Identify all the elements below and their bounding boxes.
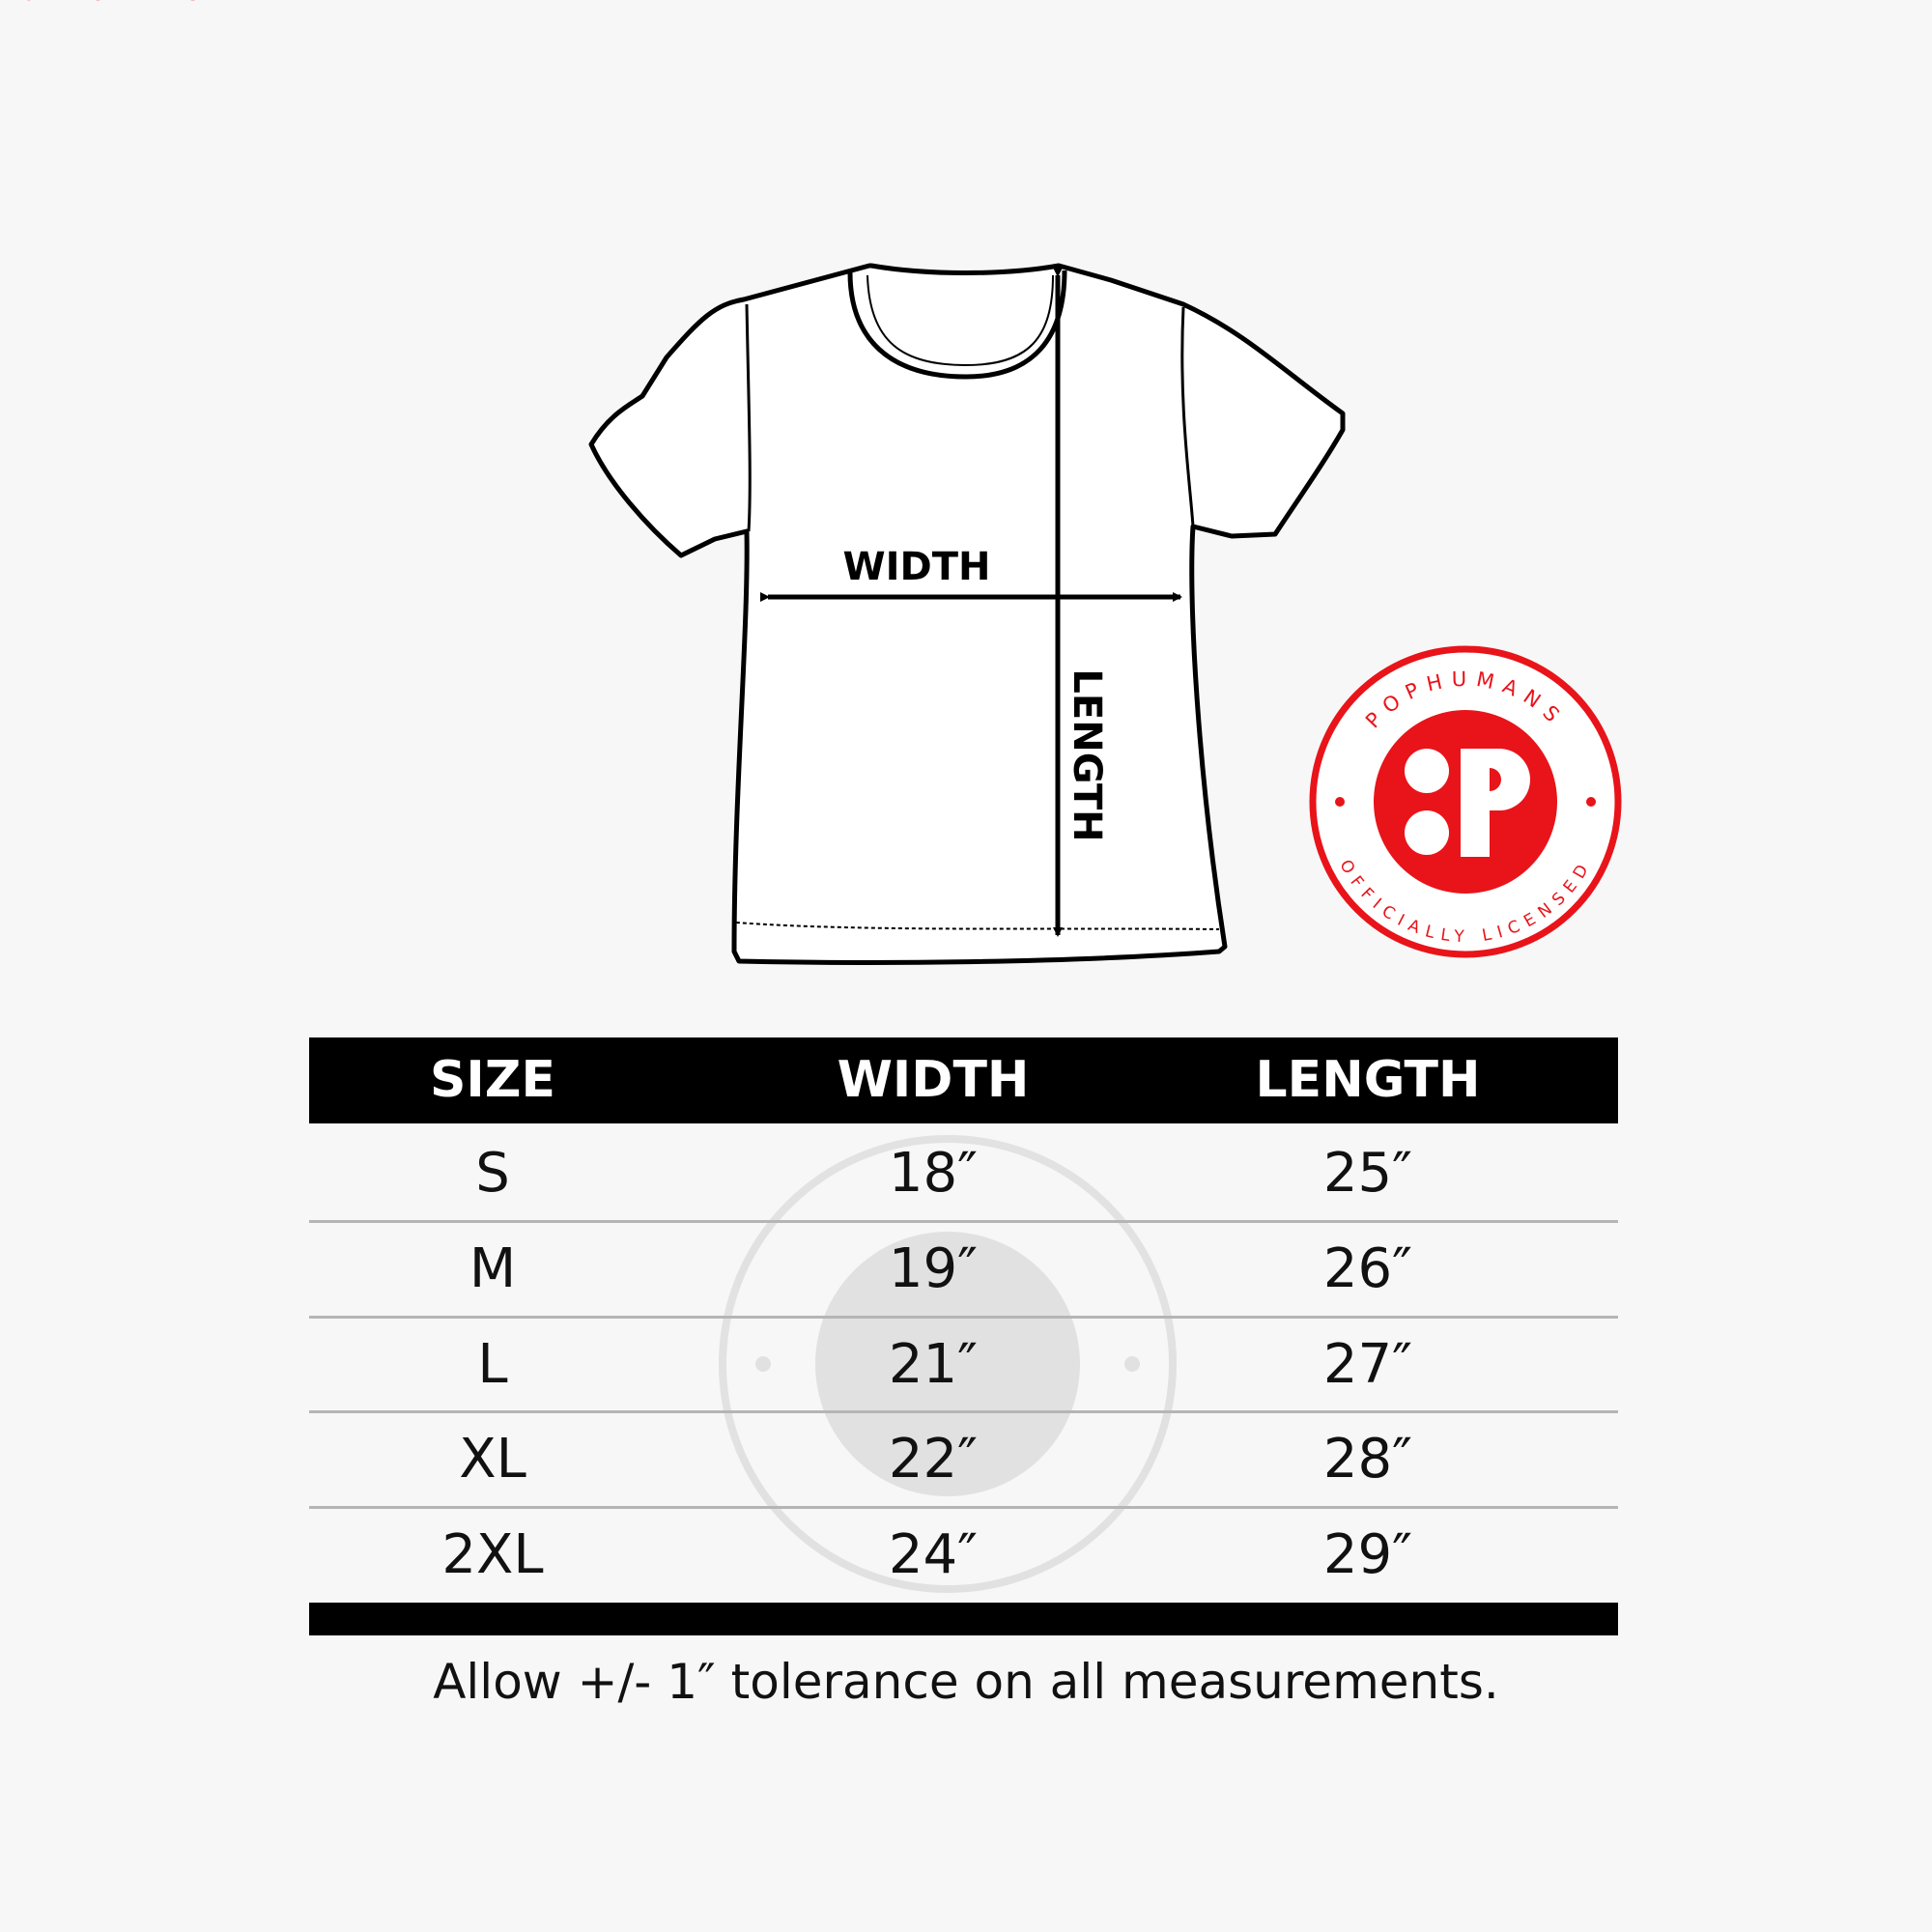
size-cell: 2XL — [441, 1523, 544, 1586]
table-row: L 21″ 27″ — [309, 1318, 1618, 1412]
length-cell: 26″ — [1322, 1237, 1413, 1300]
length-cell: 28″ — [1322, 1428, 1413, 1491]
width-label: WIDTH — [843, 545, 991, 589]
header-size: SIZE — [429, 1051, 556, 1109]
size-cell: XL — [459, 1428, 526, 1491]
width-cell: 18″ — [888, 1142, 979, 1205]
row-divider — [309, 1316, 1618, 1319]
tolerance-note: Allow +/- 1″ tolerance on all measuremen… — [433, 1654, 1499, 1710]
table-row: 2XL 24″ 29″ — [309, 1508, 1618, 1603]
table-row: M 19″ 26″ — [309, 1222, 1618, 1317]
width-cell: 21″ — [888, 1333, 979, 1396]
length-label: LENGTH — [1065, 668, 1109, 841]
size-cell: L — [477, 1333, 508, 1396]
tshirt-outline — [588, 263, 1346, 965]
length-cell: 25″ — [1322, 1142, 1413, 1205]
width-cell: 24″ — [888, 1523, 979, 1586]
row-divider — [309, 1506, 1618, 1509]
size-cell: M — [469, 1237, 517, 1300]
width-cell: 19″ — [888, 1237, 979, 1300]
length-cell: 29″ — [1322, 1523, 1413, 1586]
header-width: WIDTH — [837, 1051, 1030, 1109]
header-length: LENGTH — [1255, 1051, 1481, 1109]
size-cell: S — [475, 1142, 510, 1205]
table-bottom-bar — [309, 1603, 1618, 1635]
size-table-header: SIZE WIDTH LENGTH — [309, 1037, 1618, 1123]
width-cell: 22″ — [888, 1428, 979, 1491]
row-divider — [309, 1410, 1618, 1413]
row-divider — [309, 1220, 1618, 1223]
badge-brand: POPHUMANS — [0, 0, 209, 5]
table-row: S 18″ 25″ — [309, 1126, 1618, 1221]
table-row: XL 22″ 28″ — [309, 1412, 1618, 1507]
length-cell: 27″ — [1322, 1333, 1413, 1396]
